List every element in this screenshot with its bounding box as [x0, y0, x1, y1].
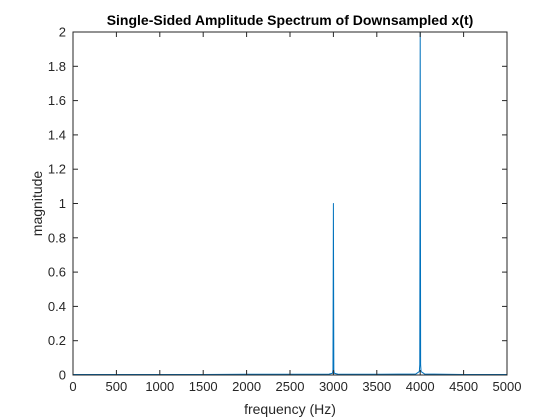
plot-area [73, 32, 507, 375]
x-tick-label: 1500 [189, 379, 218, 394]
x-axis-label: frequency (Hz) [244, 401, 336, 417]
y-tick-label: 1.8 [48, 59, 66, 74]
y-tick-label: 0.6 [48, 265, 66, 280]
x-tick-label: 4500 [449, 379, 478, 394]
x-tick-label: 2500 [276, 379, 305, 394]
x-tick-label: 1000 [145, 379, 174, 394]
y-tick-label: 0.8 [48, 230, 66, 245]
x-tick-label: 3500 [362, 379, 391, 394]
x-tick-label: 0 [69, 379, 76, 394]
y-tick-label: 1.4 [48, 127, 66, 142]
axes-box [72, 31, 508, 376]
spectrum-line [73, 31, 507, 375]
y-tick-label: 0.4 [48, 299, 66, 314]
x-tick-label: 2000 [232, 379, 261, 394]
y-tick-label: 0 [59, 368, 66, 383]
y-tick-label: 2 [59, 25, 66, 40]
y-tick-label: 1 [59, 196, 66, 211]
series-layer [73, 31, 507, 375]
chart-title: Single-Sided Amplitude Spectrum of Downs… [107, 12, 474, 28]
y-axis-label: magnitude [29, 171, 45, 237]
ticks-layer: 0 500 1000 1500 2000 2500 3000 3500 4000 4500 5000… [48, 25, 522, 395]
y-tick-label: 0.2 [48, 333, 66, 348]
y-tick-label: 1.2 [48, 162, 66, 177]
x-tick-label: 5000 [493, 379, 522, 394]
y-tick-label: 1.6 [48, 93, 66, 108]
x-tick-label: 3000 [319, 379, 348, 394]
x-tick-label: 4000 [406, 379, 435, 394]
x-tick-label: 500 [106, 379, 128, 394]
